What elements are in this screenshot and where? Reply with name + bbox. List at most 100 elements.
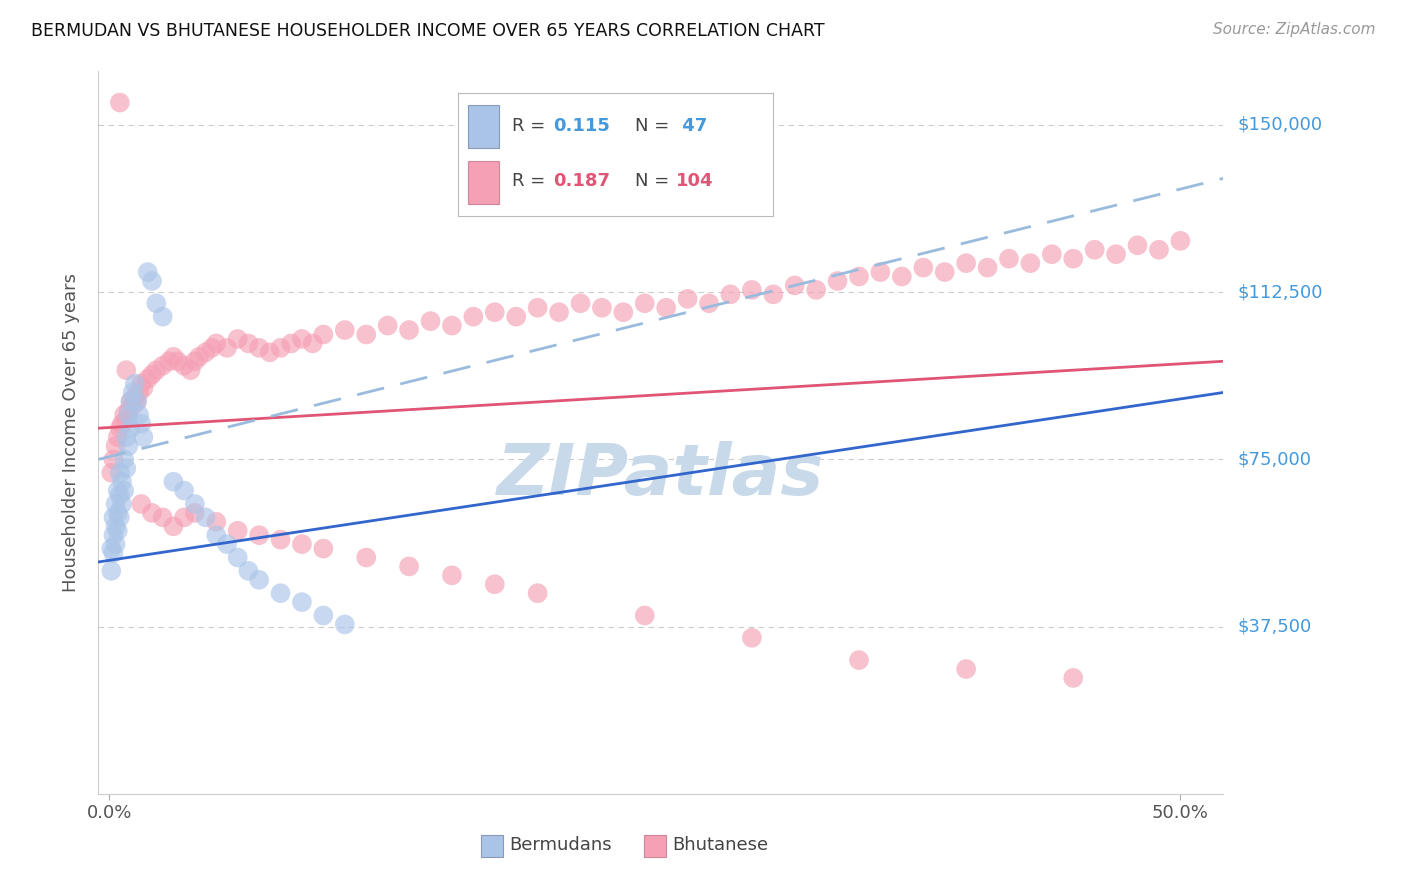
Point bbox=[1105, 247, 1128, 261]
Point bbox=[1084, 243, 1107, 257]
Point bbox=[354, 327, 377, 342]
Point bbox=[270, 533, 292, 547]
Point bbox=[890, 269, 912, 284]
Point bbox=[301, 336, 323, 351]
Point bbox=[111, 497, 134, 511]
Text: Bermudans: Bermudans bbox=[509, 836, 612, 855]
Point bbox=[291, 595, 314, 609]
Point bbox=[152, 310, 174, 324]
Text: R =: R = bbox=[512, 172, 551, 191]
Point bbox=[205, 528, 228, 542]
Point bbox=[226, 524, 249, 538]
Point bbox=[111, 475, 134, 489]
Point bbox=[238, 564, 260, 578]
Point bbox=[398, 559, 420, 574]
Point bbox=[145, 296, 167, 310]
Point bbox=[108, 488, 131, 502]
Point bbox=[108, 510, 131, 524]
Point bbox=[115, 363, 138, 377]
Point bbox=[103, 452, 125, 467]
Point bbox=[111, 417, 134, 431]
Point bbox=[136, 372, 159, 386]
Point bbox=[848, 269, 870, 284]
Point bbox=[526, 586, 548, 600]
Point bbox=[100, 466, 122, 480]
Point bbox=[312, 608, 335, 623]
Point bbox=[117, 403, 139, 417]
Bar bbox=[644, 835, 666, 856]
Point bbox=[173, 510, 195, 524]
Text: 0.115: 0.115 bbox=[553, 117, 610, 136]
Point bbox=[505, 310, 527, 324]
Point bbox=[247, 528, 270, 542]
Point bbox=[720, 287, 742, 301]
Point bbox=[484, 305, 506, 319]
Point bbox=[104, 537, 127, 551]
Point bbox=[157, 354, 180, 368]
Point bbox=[238, 336, 260, 351]
Point bbox=[104, 439, 127, 453]
Point bbox=[136, 265, 159, 279]
Point bbox=[112, 483, 135, 498]
Point bbox=[484, 577, 506, 591]
Point bbox=[184, 506, 207, 520]
Text: N =: N = bbox=[634, 172, 675, 191]
Point bbox=[955, 662, 977, 676]
Point bbox=[934, 265, 956, 279]
Point bbox=[1040, 247, 1063, 261]
Point bbox=[215, 341, 238, 355]
Text: 104: 104 bbox=[676, 172, 713, 191]
Point bbox=[1062, 252, 1084, 266]
Point bbox=[132, 381, 155, 395]
Point bbox=[188, 350, 211, 364]
Point bbox=[107, 524, 129, 538]
Point bbox=[107, 483, 129, 498]
Point bbox=[107, 506, 129, 520]
Point bbox=[108, 466, 131, 480]
Point bbox=[270, 341, 292, 355]
Text: N =: N = bbox=[634, 117, 675, 136]
Point bbox=[312, 327, 335, 342]
Point bbox=[112, 452, 135, 467]
Point bbox=[634, 608, 657, 623]
Point bbox=[107, 430, 129, 444]
Point bbox=[312, 541, 335, 556]
Point bbox=[569, 296, 592, 310]
Point bbox=[141, 506, 163, 520]
Point bbox=[848, 653, 870, 667]
Point bbox=[291, 332, 314, 346]
Point bbox=[655, 301, 678, 315]
Point bbox=[398, 323, 420, 337]
Text: $75,000: $75,000 bbox=[1237, 450, 1312, 468]
Point bbox=[152, 510, 174, 524]
Point bbox=[141, 274, 163, 288]
Text: $112,500: $112,500 bbox=[1237, 283, 1323, 301]
Point bbox=[180, 363, 202, 377]
Point bbox=[152, 359, 174, 373]
Point bbox=[280, 336, 302, 351]
Point bbox=[108, 421, 131, 435]
Point bbox=[162, 475, 184, 489]
Point bbox=[115, 412, 138, 426]
Point bbox=[121, 399, 143, 413]
Point bbox=[162, 350, 184, 364]
Point bbox=[762, 287, 785, 301]
Text: $37,500: $37,500 bbox=[1237, 617, 1312, 636]
Point bbox=[463, 310, 485, 324]
Point bbox=[162, 519, 184, 533]
Point bbox=[291, 537, 314, 551]
Point bbox=[526, 301, 548, 315]
Point bbox=[591, 301, 613, 315]
Point bbox=[1170, 234, 1192, 248]
Point bbox=[115, 461, 138, 475]
Point bbox=[103, 510, 125, 524]
Point bbox=[1019, 256, 1042, 270]
Text: 47: 47 bbox=[676, 117, 707, 136]
Point bbox=[1062, 671, 1084, 685]
Bar bbox=[481, 835, 503, 856]
Point bbox=[205, 336, 228, 351]
Point bbox=[804, 283, 827, 297]
Point bbox=[1147, 243, 1170, 257]
Point bbox=[612, 305, 634, 319]
Point bbox=[120, 421, 142, 435]
